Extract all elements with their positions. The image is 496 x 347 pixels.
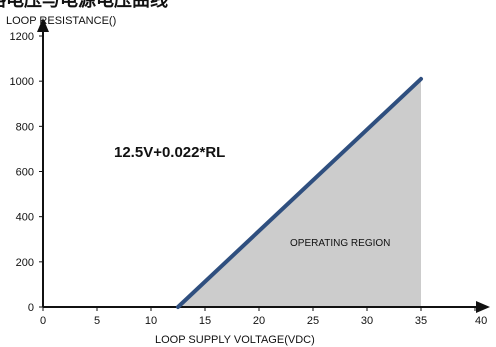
y-axis-title: LOOP RESISTANCE() <box>6 15 116 27</box>
x-tick-label: 10 <box>145 315 157 327</box>
x-tick-label: 40 <box>475 315 487 327</box>
x-tick-label: 0 <box>40 315 46 327</box>
x-tick-label: 5 <box>94 315 100 327</box>
y-tick-label: 400 <box>16 212 34 224</box>
y-tick-label: 800 <box>16 121 34 133</box>
y-tick-label: 1200 <box>10 31 34 43</box>
x-tick-label: 20 <box>253 315 265 327</box>
y-axis-arrow-icon <box>37 18 49 32</box>
x-tick-label: 15 <box>199 315 211 327</box>
x-tick-label: 35 <box>415 315 427 327</box>
chart-title-clipped: 路电压与电源电压曲线 <box>0 0 168 11</box>
y-tick-label: 200 <box>16 257 34 269</box>
y-tick-label: 1000 <box>10 76 34 88</box>
x-tick-label: 25 <box>307 315 319 327</box>
y-tick-label: 0 <box>28 302 34 314</box>
x-axis-title: LOOP SUPPLY VOLTAGE(VDC) <box>155 334 315 346</box>
title-layer: 路电压与电源电压曲线 LOOP RESISTANCE() <box>0 0 168 27</box>
formula-annotation: 12.5V+0.022*RL <box>114 144 225 161</box>
y-tick-label: 600 <box>16 167 34 179</box>
operating-region-label: OPERATING REGION <box>290 238 390 249</box>
x-tick-label: 30 <box>361 315 373 327</box>
series-layer <box>176 76 423 309</box>
load-line <box>176 76 423 309</box>
annotation-layer: 12.5V+0.022*RL OPERATING REGION LOOP SUP… <box>114 144 390 346</box>
x-axis-arrow-icon <box>476 301 490 313</box>
axis-layer <box>37 18 490 313</box>
